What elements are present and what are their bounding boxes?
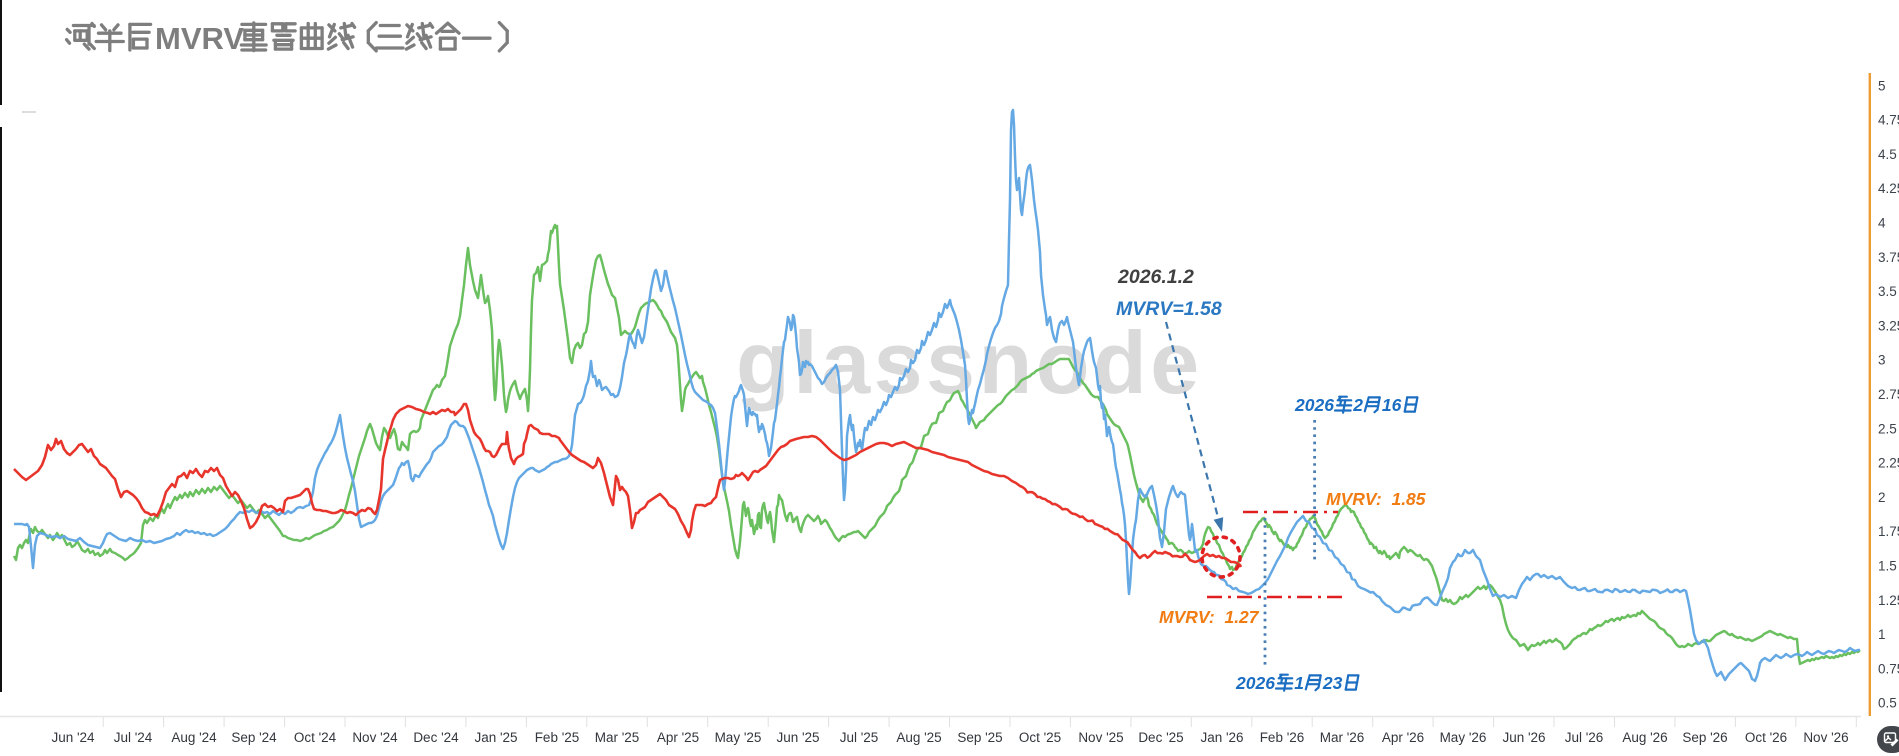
svg-text:Jul '26: Jul '26 <box>1565 730 1604 745</box>
svg-text:0.5: 0.5 <box>1878 696 1897 711</box>
svg-text:Aug '26: Aug '26 <box>1622 730 1667 745</box>
svg-text:2.75: 2.75 <box>1878 387 1899 402</box>
svg-text:4.25: 4.25 <box>1878 181 1899 196</box>
svg-text:2: 2 <box>1352 395 1363 415</box>
svg-text:Mar '25: Mar '25 <box>595 730 640 745</box>
svg-text:MVRV: MVRV <box>155 21 244 56</box>
svg-text:Dec '24: Dec '24 <box>413 730 459 745</box>
svg-text:3.5: 3.5 <box>1878 284 1897 299</box>
svg-text:MVRV: 1.27: MVRV: 1.27 <box>1159 607 1260 627</box>
svg-text:3.25: 3.25 <box>1878 318 1899 333</box>
svg-text:Feb '25: Feb '25 <box>535 730 580 745</box>
svg-text:Apr '25: Apr '25 <box>657 730 699 745</box>
svg-text:4.5: 4.5 <box>1878 147 1897 162</box>
svg-text:2.5: 2.5 <box>1878 421 1897 436</box>
svg-text:Oct '24: Oct '24 <box>294 730 337 745</box>
svg-text:Mar '26: Mar '26 <box>1320 730 1365 745</box>
svg-text:Feb '26: Feb '26 <box>1260 730 1305 745</box>
svg-text:5: 5 <box>1878 78 1886 93</box>
svg-text:4: 4 <box>1878 216 1886 231</box>
svg-text:Jun '26: Jun '26 <box>1502 730 1545 745</box>
svg-text:Nov '26: Nov '26 <box>1803 730 1848 745</box>
svg-text:Jul '24: Jul '24 <box>114 730 153 745</box>
svg-text:Aug '24: Aug '24 <box>171 730 217 745</box>
svg-text:Aug '25: Aug '25 <box>896 730 941 745</box>
svg-text:Sep '24: Sep '24 <box>231 730 277 745</box>
svg-text:2026: 2026 <box>1235 673 1275 693</box>
svg-text:Jun '24: Jun '24 <box>51 730 95 745</box>
svg-text:May '25: May '25 <box>715 730 762 745</box>
svg-text:Sep '26: Sep '26 <box>1682 730 1727 745</box>
svg-text:MVRV: 1.85: MVRV: 1.85 <box>1326 489 1426 509</box>
svg-text:1.5: 1.5 <box>1878 559 1897 574</box>
svg-text:Jan '25: Jan '25 <box>474 730 517 745</box>
svg-text:Nov '24: Nov '24 <box>352 730 398 745</box>
svg-text:23: 23 <box>1322 673 1343 693</box>
svg-text:3.75: 3.75 <box>1878 250 1899 265</box>
svg-text:1.25: 1.25 <box>1878 593 1899 608</box>
svg-text:1.75: 1.75 <box>1878 524 1899 539</box>
svg-text:4.75: 4.75 <box>1878 113 1899 128</box>
svg-text:0.75: 0.75 <box>1878 661 1899 676</box>
svg-text:1: 1 <box>1294 673 1304 693</box>
svg-text:Oct '25: Oct '25 <box>1019 730 1061 745</box>
svg-text:16: 16 <box>1382 395 1402 415</box>
svg-text:3: 3 <box>1878 353 1886 368</box>
svg-text:Dec '25: Dec '25 <box>1138 730 1183 745</box>
svg-text:Jun '25: Jun '25 <box>776 730 819 745</box>
svg-text:Oct '26: Oct '26 <box>1745 730 1787 745</box>
svg-text:Apr '26: Apr '26 <box>1382 730 1424 745</box>
svg-text:2026.1.2: 2026.1.2 <box>1117 266 1194 288</box>
svg-text:MVRV=1.58: MVRV=1.58 <box>1116 298 1222 320</box>
svg-text:2026: 2026 <box>1294 395 1334 415</box>
svg-text:May '26: May '26 <box>1440 730 1487 745</box>
svg-text:Nov '25: Nov '25 <box>1078 730 1123 745</box>
svg-text:1: 1 <box>1878 627 1886 642</box>
svg-text:Jan '26: Jan '26 <box>1200 730 1243 745</box>
svg-text:2.25: 2.25 <box>1878 456 1899 471</box>
svg-text:Sep '25: Sep '25 <box>957 730 1002 745</box>
svg-text:2: 2 <box>1878 490 1886 505</box>
svg-text:Jul '25: Jul '25 <box>840 730 879 745</box>
